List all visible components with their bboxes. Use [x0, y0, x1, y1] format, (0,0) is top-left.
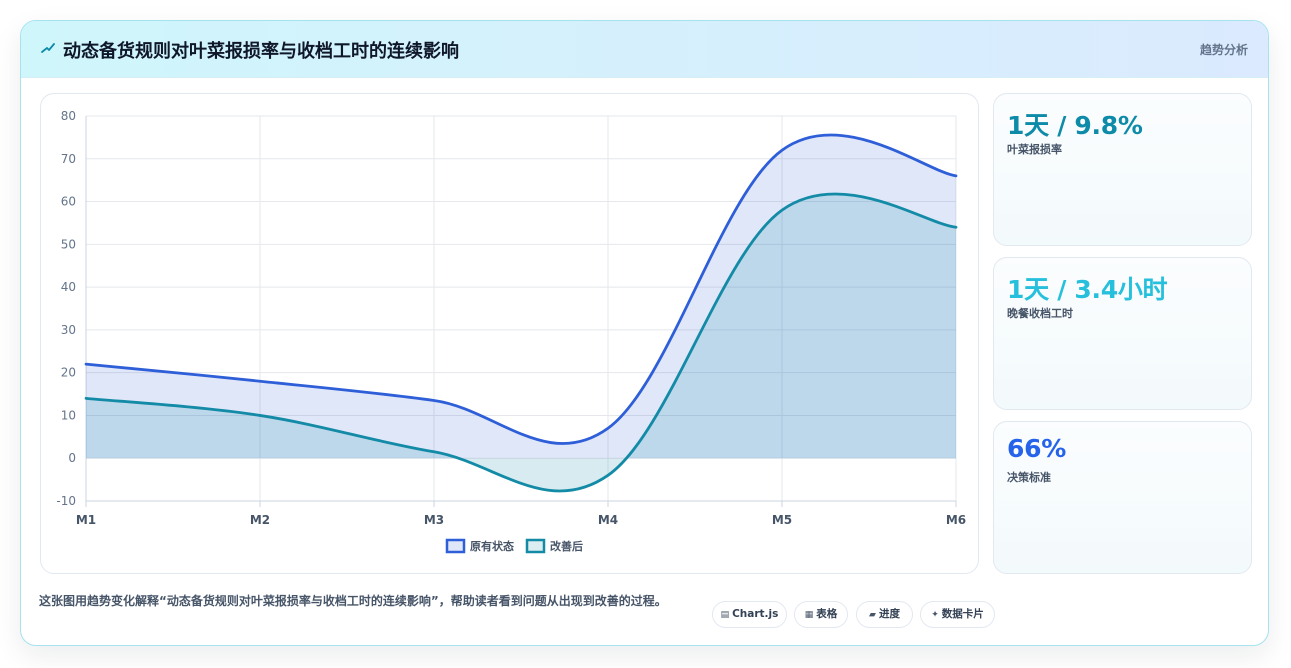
y-tick-label: 80	[61, 109, 76, 123]
legend-label: 改善后	[550, 539, 583, 553]
y-tick-label: 30	[61, 323, 76, 337]
y-tick-label: 10	[61, 408, 76, 422]
chip-progress[interactable]: ▰ 进度	[856, 601, 913, 628]
kpi-label: 决策标准	[1007, 471, 1051, 484]
kpi-card-decision-standard: 66% 决策标准	[993, 421, 1252, 574]
kpi-card-loss-rate: 1天 / 9.8% 叶菜报损率	[993, 93, 1252, 246]
line-chart: -10 0 10 20 30 40 50 60 70 80 M1 M2 M3 M4 M5 M6 原有状态 改善后	[56, 109, 966, 554]
y-tick-label: -10	[56, 494, 76, 508]
series-area	[86, 193, 956, 492]
card-header: 动态备货规则对叶菜报损率与收档工时的连续影响 趋势分析	[21, 21, 1268, 78]
legend-swatch	[445, 538, 466, 554]
kpi-card-closing-hours: 1天 / 3.4小时 晚餐收档工时	[993, 257, 1252, 410]
x-tick-label: M5	[772, 513, 792, 527]
kpi-label: 叶菜报损率	[1007, 143, 1062, 156]
x-tick-label: M6	[946, 513, 966, 527]
kpi-label: 晚餐收档工时	[1007, 307, 1073, 320]
chip-label: 进度	[878, 608, 900, 620]
x-tick-label: M1	[76, 513, 96, 527]
y-tick-label: 60	[61, 195, 76, 209]
chart-icon: ▤	[720, 610, 730, 620]
y-tick-label: 70	[61, 152, 76, 166]
sparkle-icon: ✦	[931, 610, 939, 620]
page-title: 动态备货规则对叶菜报损率与收档工时的连续影响	[63, 41, 459, 62]
trend-icon	[41, 43, 55, 53]
x-tick-label: M4	[598, 513, 618, 527]
kpi-value: 1天 / 9.8%	[1007, 111, 1143, 140]
x-tick-label: M2	[250, 513, 270, 527]
y-tick-label: 0	[68, 451, 76, 465]
chip-table[interactable]: ▦ 表格	[794, 601, 848, 628]
y-tick-label: 50	[61, 237, 76, 251]
trend-analysis-tag: 趋势分析	[1199, 43, 1248, 57]
progress-icon: ▰	[869, 610, 876, 620]
series-area	[86, 134, 956, 459]
chip-label: Chart.js	[732, 608, 779, 620]
legend-swatch	[525, 538, 546, 554]
y-tick-label: 20	[61, 366, 76, 380]
legend-label: 原有状态	[470, 539, 514, 553]
series-line	[84, 133, 958, 445]
chip-chartjs[interactable]: ▤ Chart.js	[712, 601, 787, 628]
chip-data-cards[interactable]: ✦ 数据卡片	[920, 601, 995, 628]
table-icon: ▦	[804, 610, 814, 620]
kpi-value: 1天 / 3.4小时	[1007, 275, 1168, 304]
chip-label: 表格	[816, 608, 838, 620]
kpi-value: 66%	[1007, 434, 1066, 463]
chart-card: 动态备货规则对叶菜报损率与收档工时的连续影响 趋势分析 -10 0 10 20 30 40…	[20, 20, 1269, 646]
chart-description: 这张图用趋势变化解释“动态备货规则对叶菜报损率与收档工时的连续影响”，帮助读者看…	[39, 594, 667, 608]
x-tick-label: M3	[424, 513, 444, 527]
chart-panel: -10 0 10 20 30 40 50 60 70 80 M1 M2 M3 M4 M5 M6 原有状态 改善后	[40, 93, 979, 574]
y-tick-label: 40	[61, 280, 76, 294]
series-line	[84, 192, 958, 493]
chip-label: 数据卡片	[941, 608, 984, 620]
